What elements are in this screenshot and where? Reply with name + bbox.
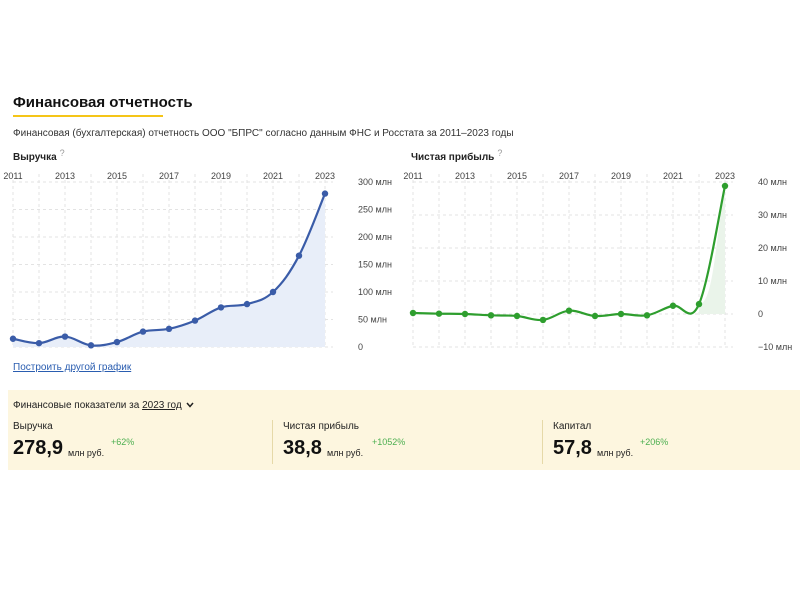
financial-indicators-panel: Финансовые показатели за 2023 год Выручк… bbox=[8, 390, 800, 470]
metric-label: Капитал bbox=[553, 421, 592, 432]
data-point bbox=[295, 252, 303, 259]
y-tick-label: 30 млн bbox=[758, 210, 787, 220]
x-tick-label: 2015 bbox=[507, 171, 527, 181]
series-area bbox=[699, 185, 725, 314]
data-point bbox=[721, 182, 729, 190]
y-tick-label: 40 млн bbox=[758, 177, 787, 187]
data-point bbox=[139, 328, 147, 335]
x-tick-label: 2019 bbox=[611, 171, 631, 181]
x-tick-label: 2013 bbox=[55, 171, 75, 181]
y-tick-label: 0 bbox=[358, 342, 363, 352]
indicators-year-selector[interactable]: Финансовые показатели за 2023 год bbox=[13, 400, 194, 411]
metric-unit: млн руб. bbox=[327, 448, 364, 458]
build-another-chart-link[interactable]: Построить другой график bbox=[13, 362, 132, 373]
series-area bbox=[13, 193, 325, 347]
metric-capital: Капитал 57,8 млн руб. +206% bbox=[548, 420, 800, 464]
data-point bbox=[321, 190, 329, 197]
data-point bbox=[539, 316, 547, 324]
data-point bbox=[617, 310, 625, 318]
metric-net-profit: Чистая прибыль 38,8 млн руб. +1052% bbox=[278, 420, 538, 464]
data-point bbox=[487, 312, 495, 319]
revenue-title-text: Выручка bbox=[13, 152, 57, 163]
data-point bbox=[565, 307, 573, 314]
metric-value: 38,8 bbox=[283, 437, 322, 459]
data-point bbox=[87, 342, 95, 349]
y-tick-label: −10 млн bbox=[758, 342, 792, 352]
y-tick-label: 20 млн bbox=[758, 243, 787, 253]
metric-change: +206% bbox=[640, 437, 669, 447]
y-tick-label: 100 млн bbox=[358, 287, 392, 297]
indicators-year: 2023 год bbox=[142, 400, 182, 411]
metric-divider bbox=[272, 420, 273, 464]
revenue-chart-title: Выручка? bbox=[13, 148, 65, 163]
x-tick-label: 2015 bbox=[107, 171, 127, 181]
chevron-down-icon bbox=[186, 401, 194, 410]
y-tick-label: 0 bbox=[758, 309, 763, 319]
metric-unit: млн руб. bbox=[597, 448, 634, 458]
data-point bbox=[217, 304, 225, 311]
metric-label: Выручка bbox=[13, 421, 53, 432]
data-point bbox=[643, 312, 651, 319]
y-tick-label: 250 млн bbox=[358, 205, 392, 215]
x-tick-label: 2011 bbox=[3, 171, 22, 181]
profit-help-icon[interactable]: ? bbox=[497, 148, 503, 158]
x-tick-label: 2019 bbox=[211, 171, 231, 181]
x-tick-label: 2021 bbox=[263, 171, 283, 181]
metric-divider bbox=[542, 420, 543, 464]
title-underline bbox=[13, 115, 163, 117]
x-tick-label: 2017 bbox=[559, 171, 579, 181]
metric-change: +1052% bbox=[372, 437, 406, 447]
data-point bbox=[165, 325, 173, 333]
y-tick-label: 150 млн bbox=[358, 260, 392, 270]
data-point bbox=[9, 335, 17, 342]
metric-unit: млн руб. bbox=[68, 448, 105, 458]
revenue-help-icon[interactable]: ? bbox=[59, 148, 65, 158]
y-tick-label: 50 млн bbox=[358, 315, 387, 325]
y-tick-label: 10 млн bbox=[758, 276, 787, 286]
y-tick-label: 300 млн bbox=[358, 177, 392, 187]
metric-value: 278,9 bbox=[13, 437, 64, 459]
profit-chart-title: Чистая прибыль? bbox=[411, 148, 502, 163]
data-point bbox=[513, 312, 521, 320]
y-tick-label: 200 млн bbox=[358, 232, 392, 242]
section-title: Финансовая отчетность bbox=[13, 94, 193, 111]
data-point bbox=[61, 333, 69, 340]
x-tick-label: 2021 bbox=[663, 171, 683, 181]
section-subtitle: Финансовая (бухгалтерская) отчетность ОО… bbox=[13, 128, 514, 139]
data-point bbox=[243, 300, 251, 308]
data-point bbox=[591, 312, 599, 320]
profit-chart: 2011 2013 2015 2017 2019 2021 2023 40 млн 30 млн… bbox=[403, 171, 792, 352]
data-point bbox=[669, 302, 677, 309]
x-tick-label: 2023 bbox=[715, 171, 735, 181]
data-point bbox=[409, 309, 417, 317]
x-tick-label: 2013 bbox=[455, 171, 475, 181]
metric-value: 57,8 bbox=[553, 437, 592, 459]
x-tick-label: 2023 bbox=[315, 171, 335, 181]
data-point bbox=[269, 288, 277, 296]
data-point bbox=[113, 338, 121, 346]
metric-change: +62% bbox=[111, 437, 135, 447]
metric-revenue: Выручка 278,9 млн руб. +62% bbox=[8, 420, 268, 464]
metric-label: Чистая прибыль bbox=[283, 421, 359, 432]
data-point bbox=[35, 339, 43, 347]
profit-title-text: Чистая прибыль bbox=[411, 152, 495, 163]
x-tick-label: 2011 bbox=[403, 171, 422, 181]
x-tick-label: 2017 bbox=[159, 171, 179, 181]
revenue-chart: 2011 2013 2015 2017 2019 2021 2023 300 млн 250 м… bbox=[3, 171, 392, 352]
data-point bbox=[191, 317, 199, 324]
data-point bbox=[461, 310, 469, 318]
data-point bbox=[695, 300, 703, 308]
data-point bbox=[435, 310, 443, 317]
indicators-heading: Финансовые показатели за bbox=[13, 400, 140, 411]
